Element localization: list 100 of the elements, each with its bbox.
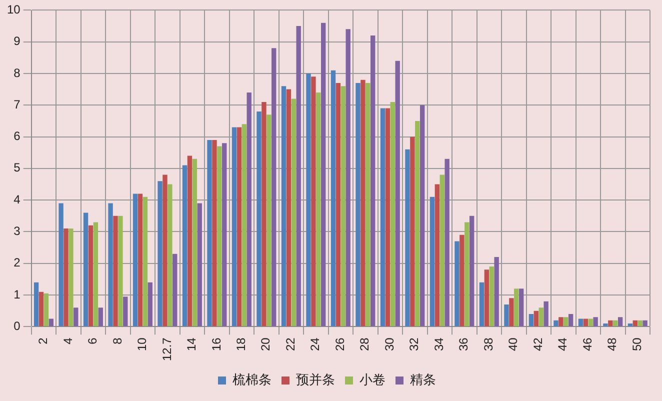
bar bbox=[568, 314, 574, 326]
bar bbox=[330, 70, 336, 326]
x-tick-label: 46 bbox=[580, 337, 594, 352]
x-tick-label: 22 bbox=[283, 337, 298, 352]
bar bbox=[360, 80, 366, 326]
bar bbox=[306, 73, 311, 326]
bar bbox=[98, 308, 103, 326]
bar bbox=[395, 60, 400, 326]
x-tick-label: 42 bbox=[530, 337, 545, 352]
bar bbox=[430, 196, 435, 326]
bar bbox=[509, 298, 514, 326]
x-tick-label: 4 bbox=[60, 337, 75, 344]
bar bbox=[187, 156, 192, 326]
y-tick-label: 10 bbox=[6, 2, 21, 17]
bar bbox=[207, 140, 212, 326]
bar bbox=[44, 293, 49, 326]
y-tick-label: 4 bbox=[14, 192, 21, 206]
bar bbox=[578, 318, 584, 326]
x-tick-label: 10 bbox=[135, 337, 150, 352]
x-tick-label: 40 bbox=[506, 337, 520, 352]
y-tick-label: 8 bbox=[14, 66, 21, 80]
bar bbox=[172, 254, 178, 326]
bar bbox=[58, 203, 64, 326]
x-tick-label: 44 bbox=[556, 337, 570, 352]
bar bbox=[356, 82, 360, 326]
bar bbox=[123, 296, 128, 326]
bar bbox=[444, 158, 450, 326]
bar bbox=[336, 82, 341, 326]
bar bbox=[138, 194, 143, 326]
bar bbox=[346, 29, 350, 326]
bar bbox=[212, 140, 217, 326]
bar bbox=[479, 282, 484, 326]
x-tick-label: 6 bbox=[86, 337, 100, 344]
x-tick-label: 32 bbox=[407, 337, 422, 352]
bar bbox=[544, 301, 548, 326]
bar bbox=[132, 194, 138, 326]
bar bbox=[74, 308, 78, 326]
x-tick-label: 12.7 bbox=[160, 337, 174, 362]
bar bbox=[321, 22, 326, 326]
y-tick-label: 0 bbox=[14, 318, 21, 333]
bar bbox=[48, 318, 54, 326]
x-tick-label: 38 bbox=[481, 337, 496, 352]
bar bbox=[593, 317, 598, 326]
bar bbox=[603, 323, 608, 326]
bar bbox=[158, 181, 162, 326]
bar bbox=[440, 174, 444, 326]
bar bbox=[286, 89, 292, 326]
bar bbox=[291, 98, 296, 326]
bar bbox=[632, 320, 638, 326]
bar bbox=[34, 282, 39, 326]
x-tick-label: 50 bbox=[630, 337, 644, 352]
bar bbox=[242, 124, 247, 326]
bar bbox=[514, 288, 519, 326]
bar bbox=[494, 257, 499, 326]
bar bbox=[311, 76, 316, 326]
bar bbox=[64, 228, 68, 326]
bar bbox=[340, 86, 346, 326]
x-tick-label: 24 bbox=[308, 337, 322, 352]
y-tick-label: 5 bbox=[14, 160, 21, 175]
x-tick-label: 20 bbox=[258, 337, 273, 352]
bar bbox=[390, 102, 395, 326]
bar bbox=[222, 143, 227, 326]
bar bbox=[628, 323, 633, 326]
bar bbox=[410, 136, 415, 326]
bar bbox=[613, 320, 618, 326]
bar bbox=[588, 318, 593, 326]
bar bbox=[118, 216, 123, 326]
bar bbox=[266, 114, 272, 326]
y-tick-label: 9 bbox=[14, 34, 21, 48]
x-tick-label: 2 bbox=[36, 337, 50, 344]
x-tick-label: 16 bbox=[209, 337, 224, 352]
bar bbox=[558, 317, 564, 326]
bar bbox=[316, 92, 321, 326]
bar bbox=[256, 111, 262, 326]
bar bbox=[192, 158, 198, 326]
bar bbox=[113, 216, 118, 326]
bar bbox=[281, 86, 286, 326]
x-tick-label: 18 bbox=[234, 337, 248, 352]
bar bbox=[108, 203, 113, 326]
bar bbox=[197, 203, 202, 326]
y-tick-label: 2 bbox=[14, 256, 21, 270]
x-tick-label: 26 bbox=[332, 337, 347, 352]
bar bbox=[538, 308, 544, 326]
bar bbox=[148, 282, 152, 326]
bar bbox=[272, 48, 276, 326]
bar bbox=[469, 216, 474, 326]
bar bbox=[262, 102, 266, 326]
x-tick-label: 8 bbox=[110, 337, 124, 344]
bar bbox=[88, 225, 94, 326]
legend-label: 小卷 bbox=[360, 372, 386, 388]
bar bbox=[554, 320, 558, 326]
bar bbox=[296, 26, 301, 326]
bar bbox=[642, 320, 648, 326]
bar bbox=[385, 108, 390, 326]
x-tick-label: 14 bbox=[184, 337, 199, 352]
bar bbox=[528, 314, 534, 326]
bar bbox=[534, 310, 539, 326]
bar bbox=[420, 105, 425, 326]
bar bbox=[460, 234, 464, 326]
y-tick-label: 7 bbox=[14, 97, 21, 112]
